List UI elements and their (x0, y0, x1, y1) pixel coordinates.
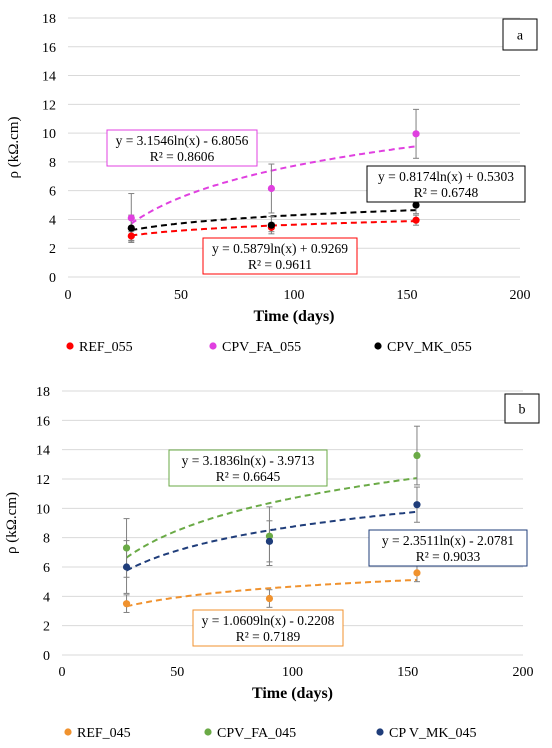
y-tick-label: 18 (36, 385, 50, 400)
y-tick-label: 2 (43, 620, 50, 635)
equation-text: y = 0.5879ln(x) + 0.9269 (212, 241, 348, 256)
legend-marker-CP V_MK_045 (376, 728, 384, 736)
legend-label: CPV_FA_055 (222, 340, 301, 355)
data-point-CP V_MK_045 (265, 537, 274, 545)
legend-label: CP V_MK_045 (389, 726, 477, 741)
equation-text: y = 0.8174ln(x) + 0.5303 (378, 169, 514, 184)
chart-panel-b: 0 2 4 6 8 10 12 14 16 18 0 50 100 150 200 Time (days) ρ … (0, 374, 552, 748)
y-tick-label: 16 (42, 41, 56, 56)
y-tick-label: 8 (43, 532, 50, 547)
data-point-CPV_FA_055 (267, 184, 275, 193)
equation-text: y = 3.1546ln(x) - 6.8056 (116, 133, 249, 148)
y-tick-label: 2 (49, 242, 56, 257)
equation-box-REF_055 (202, 237, 358, 275)
legend-marker-REF_055 (66, 342, 74, 350)
trendline-CPV_FA_055 (130, 145, 417, 225)
data-point-REF_055 (412, 216, 420, 224)
x-tick-label: 150 (397, 288, 418, 303)
data-point-CPV_MK_055 (267, 221, 275, 229)
x-tick-label: 200 (510, 288, 531, 303)
data-point-REF_045 (265, 594, 274, 603)
legend-label: CPV_FA_045 (217, 726, 296, 741)
y-tick-label: 18 (42, 12, 56, 27)
equation-box-REF_045 (192, 609, 344, 647)
y-tick-label: 8 (49, 156, 56, 171)
data-point-CPV_FA_045 (122, 544, 131, 552)
legend-marker-CPV_MK_055 (374, 342, 382, 350)
x-tick-label: 0 (65, 288, 72, 303)
y-tick-label: 14 (42, 70, 56, 85)
x-tick-label: 0 (59, 665, 66, 680)
x-tick-label: 100 (282, 665, 303, 680)
r2-text: R² = 0.9033 (416, 549, 481, 564)
data-point-REF_055 (127, 232, 135, 240)
r2-text: R² = 0.9611 (248, 257, 312, 272)
r2-text: R² = 0.7189 (236, 629, 301, 644)
legend-label: REF_045 (77, 726, 131, 741)
r2-text: R² = 0.8606 (150, 149, 215, 164)
x-tick-label: 50 (170, 665, 184, 680)
chart-panel-a: 0 2 4 6 8 10 12 14 16 18 0 50 100 150 200 Time (days) ρ … (6, 12, 538, 355)
r2-text: R² = 0.6645 (216, 469, 281, 484)
legend-label: REF_055 (79, 340, 133, 355)
x-tick-label: 100 (284, 288, 305, 303)
y-axis-label: ρ (kΩ.cm) (4, 492, 20, 554)
equation-box-CPV_FA_045 (168, 449, 328, 487)
legend-marker-REF_045 (64, 728, 72, 736)
panel-label-box (504, 393, 540, 424)
panel-label-box (502, 18, 538, 51)
data-point-CPV_MK_055 (127, 224, 135, 232)
equation-text: y = 1.0609ln(x) - 0.2208 (202, 613, 335, 628)
x-axis-label: Time (days) (253, 308, 334, 325)
y-tick-label: 0 (43, 649, 50, 664)
data-point-CPV_FA_045 (413, 451, 421, 460)
trendline-REF_045 (126, 578, 418, 608)
legend-marker-CPV_FA_055 (209, 342, 217, 350)
data-point-CPV_MK_055 (412, 201, 420, 209)
y-tick-label: 6 (43, 561, 50, 576)
panel-label: b (519, 403, 526, 418)
x-tick-label: 200 (513, 665, 534, 680)
y-axis-label: ρ (kΩ.cm) (6, 117, 22, 179)
data-point-CPV_FA_055 (127, 214, 135, 222)
legend-label: CPV_MK_055 (387, 340, 472, 355)
equation-box-CP V_MK_045 (368, 529, 528, 567)
y-tick-label: 16 (36, 414, 50, 429)
r2-text: R² = 0.6748 (414, 185, 479, 200)
y-tick-label: 4 (43, 590, 50, 605)
chart-svg-b: 0 2 4 6 8 10 12 14 16 18 0 50 100 150 200 Time (days) ρ … (4, 385, 540, 741)
equation-box-CPV_MK_055 (366, 165, 526, 203)
y-tick-label: 0 (49, 271, 56, 286)
equation-text: y = 2.3511ln(x) - 2.0781 (382, 533, 514, 548)
y-tick-label: 14 (36, 444, 50, 459)
x-tick-label: 50 (174, 288, 188, 303)
x-tick-label: 150 (397, 665, 418, 680)
data-point-CP V_MK_045 (122, 563, 131, 571)
y-tick-label: 10 (36, 502, 50, 517)
equation-text: y = 3.1836ln(x) - 3.9713 (182, 453, 315, 468)
y-tick-label: 12 (36, 473, 50, 488)
y-tick-label: 4 (49, 213, 56, 228)
y-tick-label: 12 (42, 98, 56, 113)
data-point-REF_045 (122, 600, 131, 608)
trendline-CP V_MK_045 (126, 510, 418, 572)
data-point-CPV_FA_055 (412, 130, 420, 138)
data-point-CPV_FA_045 (265, 532, 274, 540)
y-tick-label: 10 (42, 127, 56, 142)
data-point-CP V_MK_045 (413, 501, 421, 509)
chart-svg-a: 0 2 4 6 8 10 12 14 16 18 0 50 100 150 200 Time (days) ρ … (6, 12, 538, 355)
equation-box-CPV_FA_055 (106, 129, 258, 167)
data-point-REF_045 (413, 569, 421, 577)
y-tick-label: 6 (49, 185, 56, 200)
trendline-CPV_FA_045 (125, 477, 418, 559)
panel-label: a (517, 29, 524, 44)
x-axis-label: Time (days) (252, 685, 333, 702)
legend-marker-CPV_FA_045 (204, 728, 212, 736)
